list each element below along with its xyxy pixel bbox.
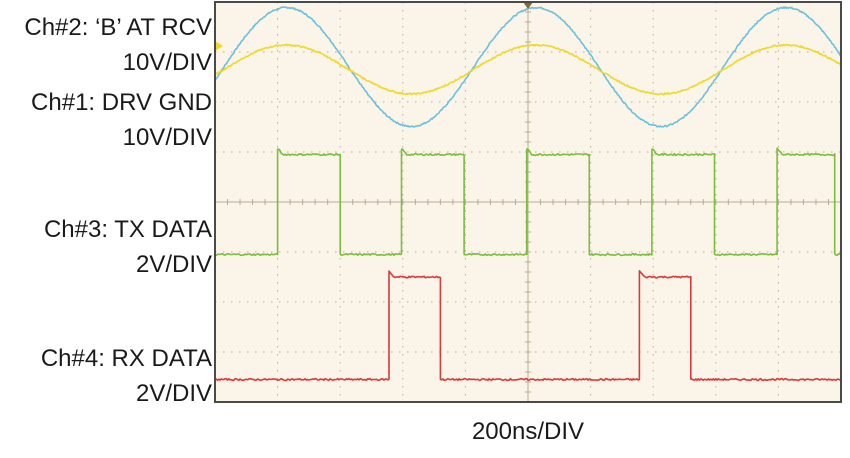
ch1-scale-label: 10V/DIV	[122, 124, 212, 151]
ch3-scale-label: 2V/DIV	[135, 251, 212, 278]
screen-border	[214, 1, 842, 403]
oscilloscope-display	[214, 1, 842, 403]
ch2-name-label: Ch#2: ‘B’ AT RCV	[24, 14, 212, 41]
x-axis-label: 200ns/DIV	[471, 418, 585, 445]
ch1-name-label: Ch#1: DRV GND	[31, 89, 212, 116]
ch4-trace	[214, 270, 842, 382]
trigger-position-marker	[523, 2, 533, 9]
ch3-name-label: Ch#3: TX DATA	[43, 216, 212, 243]
ch1-ground-marker	[215, 41, 223, 51]
ch2-scale-label: 10V/DIV	[122, 49, 212, 76]
ch4-scale-label: 2V/DIV	[135, 380, 212, 407]
ch3-trace	[214, 147, 842, 257]
ch1-trace	[214, 43, 842, 96]
ch4-name-label: Ch#4: RX DATA	[40, 345, 212, 372]
